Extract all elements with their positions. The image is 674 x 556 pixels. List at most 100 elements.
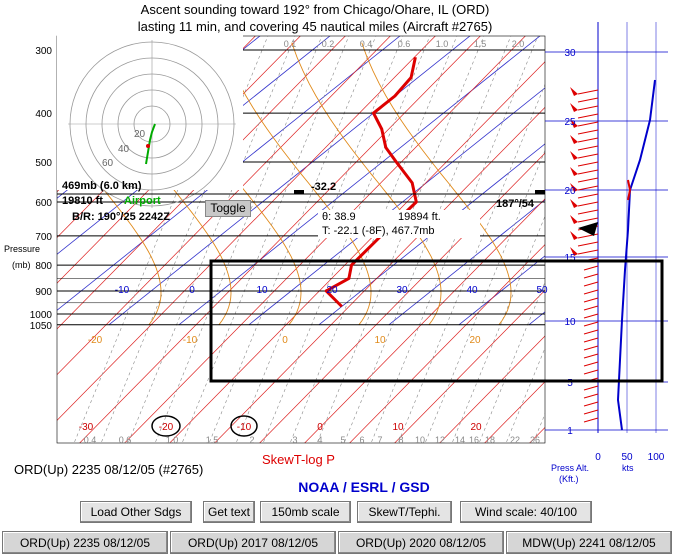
wind-barb bbox=[583, 385, 599, 391]
pressure-axis-unit: (mb) bbox=[12, 260, 31, 270]
tab-sounding-2[interactable]: ORD(Up) 2017 08/12/05 bbox=[170, 531, 336, 554]
mixing-ratio-label: 1.5 bbox=[206, 435, 219, 445]
mixing-ratio-label: 0.2 bbox=[322, 39, 335, 49]
dry-adiabat-line bbox=[57, 36, 391, 376]
zoom-box[interactable] bbox=[209, 259, 664, 383]
dry-adiabat-line bbox=[169, 61, 545, 443]
moist-adiabat-line bbox=[361, 42, 512, 326]
readout-temp: T: -22.1 (-8F), 467.7mb bbox=[322, 225, 435, 237]
wind-barb bbox=[577, 185, 599, 191]
wind-barb bbox=[583, 265, 599, 271]
wind-barb bbox=[577, 89, 599, 95]
wind-barb bbox=[577, 217, 599, 223]
dry-adiabat-label: 0 bbox=[282, 335, 288, 346]
mixing-ratio-label: 8 bbox=[398, 435, 403, 445]
dry-adiabat-label: -10 bbox=[183, 335, 198, 346]
dry-adiabat-line bbox=[600, 16, 674, 463]
wind-barb bbox=[583, 281, 599, 287]
sounding-tab-row: ORD(Up) 2235 08/12/05 ORD(Up) 2017 08/12… bbox=[0, 531, 674, 556]
isotherm-line bbox=[318, 143, 545, 326]
isotherm-label: -30 bbox=[79, 422, 94, 433]
dry-adiabat-line bbox=[57, 36, 346, 330]
wind-barb bbox=[583, 313, 599, 319]
wind-barb-flag bbox=[570, 231, 578, 240]
mixing-ratio-label: 14 bbox=[455, 435, 465, 445]
dry-adiabat-label: -20 bbox=[88, 335, 103, 346]
mixing-ratio-line bbox=[451, 215, 545, 443]
plot-frame bbox=[56, 35, 546, 444]
mixing-ratio-label: 6 bbox=[359, 435, 364, 445]
isotherm-line bbox=[458, 255, 545, 326]
mixing-ratio-line bbox=[181, 36, 350, 443]
dry-adiabat-line bbox=[214, 106, 545, 443]
altitude-tick-label: 15 bbox=[564, 253, 576, 264]
hodograph-point bbox=[146, 144, 150, 148]
wind-barb bbox=[583, 345, 599, 351]
wind-barb bbox=[583, 353, 599, 359]
tab-sounding-1[interactable]: ORD(Up) 2235 08/12/05 bbox=[2, 531, 168, 554]
dry-adiabat-label: 20 bbox=[469, 335, 481, 346]
wind-barb bbox=[583, 273, 599, 279]
mixing-ratio-line bbox=[424, 149, 545, 443]
wind-speed-tick-label: 50 bbox=[621, 452, 633, 463]
isotherm-line bbox=[528, 311, 545, 326]
wind-barb bbox=[577, 113, 599, 119]
wind-barb bbox=[583, 401, 599, 407]
wind-barb bbox=[577, 169, 599, 175]
moist-adiabat-line bbox=[57, 128, 162, 326]
skewt-tephi-button[interactable]: SkewT/Tephi. bbox=[357, 501, 452, 523]
mixing-ratio-line bbox=[478, 281, 545, 443]
mixing-ratio-line bbox=[532, 413, 545, 443]
wind-barb-flag bbox=[570, 215, 578, 224]
button-row: Load Other Sdgs Get text 150mb scale Ske… bbox=[0, 501, 674, 527]
pressure-scale-button[interactable]: 150mb scale bbox=[260, 501, 351, 523]
mixing-ratio-line bbox=[154, 36, 323, 443]
wind-barb-flag bbox=[570, 247, 578, 256]
mixing-ratio-line bbox=[370, 36, 539, 443]
altitude-tick-label: 1 bbox=[567, 426, 573, 437]
wind-barb bbox=[577, 97, 599, 103]
wind-barb bbox=[577, 177, 599, 183]
load-other-soundings-button[interactable]: Load Other Sdgs bbox=[80, 501, 192, 523]
isotherm-label: 10 bbox=[256, 285, 268, 296]
mixing-ratio-label: 0.4 bbox=[84, 435, 97, 445]
mixing-ratio-label: 1.5 bbox=[474, 39, 487, 49]
wind-barb-current bbox=[578, 222, 598, 236]
dry-adiabat-line bbox=[124, 36, 526, 443]
circled-label-minus10 bbox=[230, 415, 258, 437]
dry-adiabat-line bbox=[57, 36, 436, 421]
mixing-ratio-label: 2 bbox=[249, 435, 254, 445]
wind-barb bbox=[583, 297, 599, 303]
wind-barb bbox=[583, 369, 599, 375]
pressure-tick-label: 700 bbox=[35, 232, 52, 243]
readout-wind: 187°/54 bbox=[496, 198, 535, 210]
isotherm-label: 0 bbox=[317, 422, 323, 433]
mixing-ratio-label: 1.0 bbox=[166, 435, 179, 445]
isotherm-line bbox=[178, 36, 541, 326]
wind-barb bbox=[583, 337, 599, 343]
mixing-ratio-label: 1.0 bbox=[436, 39, 449, 49]
wind-barb bbox=[583, 289, 599, 295]
wind-scale-button[interactable]: Wind scale: 40/100 bbox=[460, 501, 592, 523]
mixing-ratio-label: 0.4 bbox=[360, 39, 373, 49]
isotherm-label: 20 bbox=[326, 285, 338, 296]
mixing-ratio-label: 4 bbox=[317, 435, 322, 445]
wind-barb bbox=[577, 161, 599, 167]
get-text-button[interactable]: Get text bbox=[203, 501, 255, 523]
tab-sounding-4[interactable]: MDW(Up) 2241 08/12/05 bbox=[506, 531, 672, 554]
inset-range-40: 40 bbox=[118, 144, 130, 155]
wind-barb-flag bbox=[570, 151, 578, 160]
wind-barb-flag bbox=[570, 167, 578, 176]
isotherm-line bbox=[388, 199, 545, 326]
title-line2: lasting 11 min, and covering 45 nautical… bbox=[138, 19, 493, 34]
mixing-ratio-label: 18 bbox=[485, 435, 495, 445]
wind-barb bbox=[577, 145, 599, 151]
altitude-tick-label: 25 bbox=[564, 117, 576, 128]
inset-hodograph: 20 40 60 469mb (6.0 km) 19810 ft Airport… bbox=[57, 22, 243, 223]
tab-sounding-3[interactable]: ORD(Up) 2020 08/12/05 bbox=[338, 531, 504, 554]
inset-toggle-button[interactable]: Toggle bbox=[205, 200, 251, 217]
dry-adiabat-line bbox=[349, 244, 545, 443]
kts-label: kts bbox=[622, 463, 634, 473]
pressure-tick-label: 400 bbox=[35, 109, 52, 120]
